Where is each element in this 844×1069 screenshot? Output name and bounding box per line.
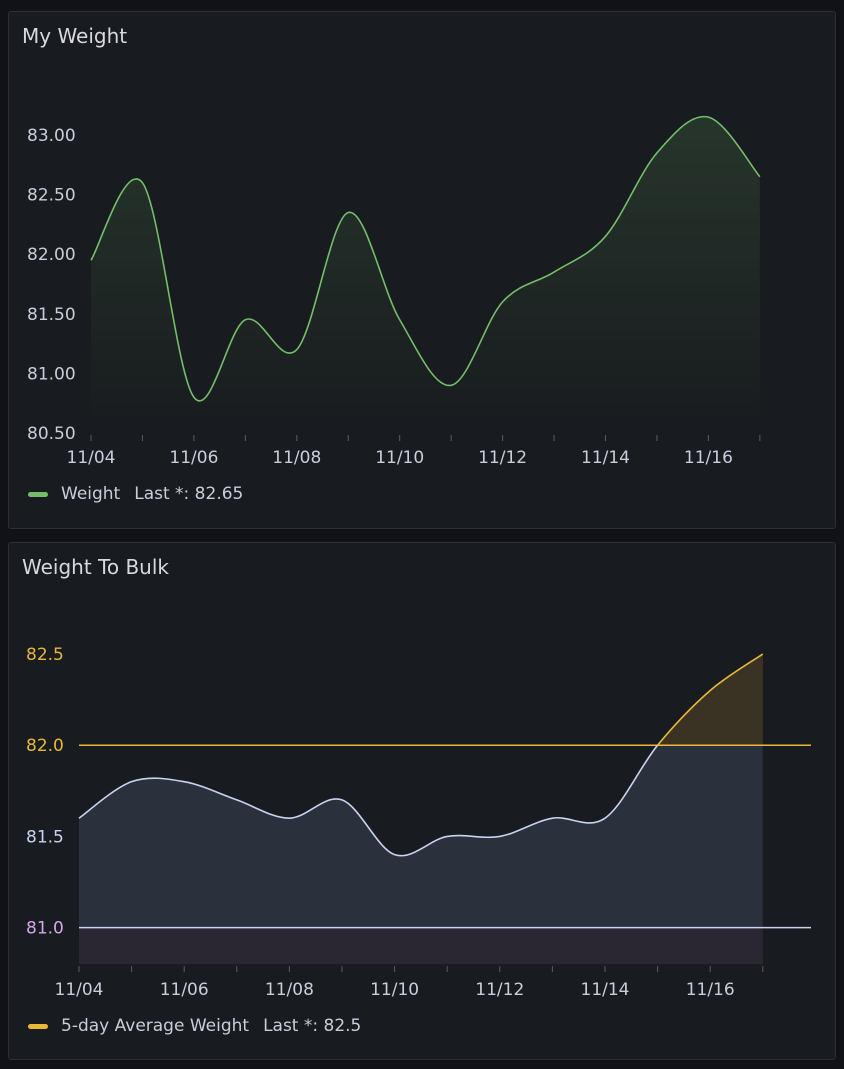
y-tick-label: 83.00 [27, 126, 76, 146]
weight-to-bulk-chart: 82.5 82.0 81.5 81.0 11/04 11/06 11/08 11/10 11/1… [26, 645, 811, 1000]
x-tick-label: 11/06 [160, 980, 209, 1000]
average-line [78, 745, 659, 857]
weight-panel: My Weight 83.00 82.50 82.00 81.50 81.00 80.50… [8, 11, 836, 529]
x-tick-label: 11/04 [55, 980, 104, 1000]
chart-legend[interactable]: 5-day Average Weight Last *: 82.5 [28, 1016, 361, 1036]
y-tick-label: 81.00 [27, 364, 76, 384]
y-tick-label: 82.50 [27, 186, 76, 206]
x-tick-label: 11/12 [475, 980, 524, 1000]
y-tick-label: 81.0 [26, 919, 64, 939]
y-tick-label: 80.50 [27, 424, 76, 444]
weight-chart: 83.00 82.50 82.00 81.50 81.00 80.50 11/04 11/06… [27, 115, 761, 468]
weight-to-bulk-panel: Weight To Bulk 82.5 82.0 81.5 81.0 11/04 11/0… [8, 542, 836, 1060]
panel-title[interactable]: My Weight [22, 24, 128, 48]
x-tick-label: 11/10 [375, 448, 424, 468]
x-tick-label: 11/14 [581, 980, 630, 1000]
y-tick-label: 82.5 [26, 645, 64, 665]
x-tick-label: 11/08 [265, 980, 314, 1000]
x-tick-label: 11/14 [581, 448, 630, 468]
legend-last-value: Last *: 82.5 [263, 1016, 362, 1036]
legend-swatch [28, 1023, 48, 1029]
x-tick-label: 11/16 [686, 980, 735, 1000]
y-tick-label: 81.50 [27, 305, 76, 325]
y-tick-label: 82.0 [26, 736, 64, 756]
average-area-fill [79, 654, 763, 965]
x-tick-label: 11/16 [684, 448, 733, 468]
x-tick-label: 11/08 [272, 448, 321, 468]
x-tick-label: 11/06 [169, 448, 218, 468]
panel-title[interactable]: Weight To Bulk [22, 555, 169, 579]
x-tick-label: 11/12 [478, 448, 527, 468]
y-tick-label: 81.5 [26, 827, 64, 847]
above-threshold-fill [79, 654, 763, 746]
legend-last-value: Last *: 82.65 [134, 484, 244, 504]
chart-legend[interactable]: Weight Last *: 82.65 [28, 484, 243, 504]
y-tick-label: 82.00 [27, 245, 76, 265]
x-tick-label: 11/10 [370, 980, 419, 1000]
x-tick-label: 11/04 [67, 448, 116, 468]
legend-series-name: 5-day Average Weight [61, 1016, 250, 1036]
legend-series-name: Weight [61, 484, 121, 504]
weight-area-fill [91, 116, 760, 434]
weight-line [90, 115, 761, 402]
legend-swatch [28, 491, 48, 497]
below-threshold-fill [79, 927, 763, 965]
